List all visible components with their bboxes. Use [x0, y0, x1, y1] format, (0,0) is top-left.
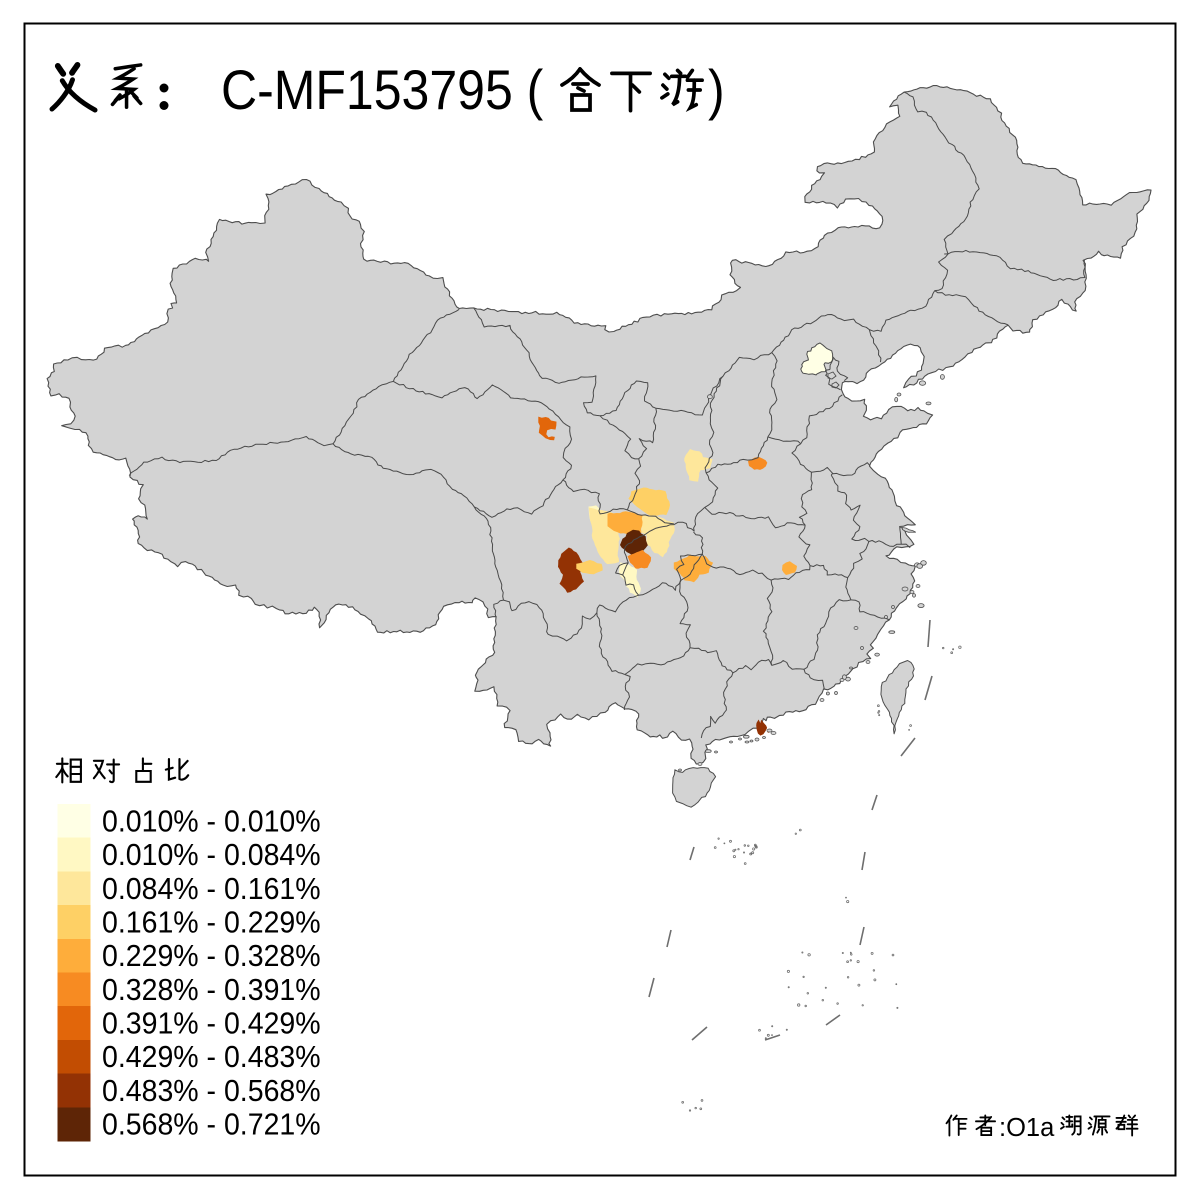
svg-text:0.328% - 0.391%: 0.328% - 0.391%: [102, 973, 321, 1007]
svg-text:0.429% - 0.483%: 0.429% - 0.483%: [102, 1040, 321, 1074]
svg-text:0.391% - 0.429%: 0.391% - 0.429%: [102, 1007, 321, 1041]
svg-text:0.483% - 0.568%: 0.483% - 0.568%: [102, 1074, 321, 1108]
svg-text:0.568% - 0.721%: 0.568% - 0.721%: [102, 1108, 321, 1142]
svg-text:0.229% - 0.328%: 0.229% - 0.328%: [102, 939, 321, 973]
svg-text:): ): [708, 60, 725, 122]
svg-text:0.161% - 0.229%: 0.161% - 0.229%: [102, 906, 321, 940]
svg-text:0.010% - 0.010%: 0.010% - 0.010%: [102, 804, 321, 838]
svg-text:0.010% - 0.084%: 0.010% - 0.084%: [102, 838, 321, 872]
svg-text:C-MF153795 (: C-MF153795 (: [221, 60, 544, 122]
svg-text::O1a: :O1a: [999, 1114, 1055, 1142]
svg-text:0.084% - 0.161%: 0.084% - 0.161%: [102, 872, 321, 906]
